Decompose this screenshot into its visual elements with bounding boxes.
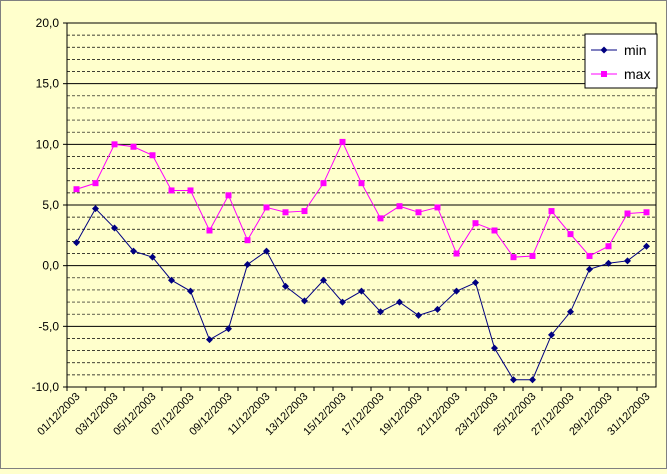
data-point bbox=[282, 209, 289, 216]
data-point bbox=[244, 237, 251, 244]
data-point bbox=[529, 252, 536, 259]
plot-border bbox=[66, 22, 657, 388]
data-point bbox=[377, 308, 384, 316]
data-point bbox=[434, 305, 441, 313]
y-tick-label: 20,0 bbox=[36, 16, 60, 30]
data-point bbox=[396, 298, 403, 306]
data-point bbox=[225, 192, 232, 199]
data-point bbox=[339, 138, 346, 145]
data-point bbox=[548, 208, 555, 215]
data-point bbox=[605, 259, 612, 267]
data-point bbox=[358, 287, 365, 295]
data-point bbox=[491, 344, 498, 352]
data-point bbox=[187, 187, 194, 194]
data-point bbox=[130, 247, 137, 255]
data-point bbox=[92, 205, 99, 213]
data-point bbox=[339, 298, 346, 306]
data-point bbox=[130, 143, 137, 150]
data-point bbox=[415, 209, 422, 216]
data-point bbox=[320, 180, 327, 187]
data-point bbox=[111, 224, 118, 232]
data-point bbox=[206, 336, 213, 344]
data-point bbox=[358, 180, 365, 187]
data-point bbox=[491, 227, 498, 234]
data-point bbox=[301, 297, 308, 305]
data-point bbox=[567, 308, 574, 316]
data-point bbox=[263, 247, 270, 255]
data-point bbox=[472, 279, 479, 287]
data-point bbox=[643, 209, 650, 216]
data-point bbox=[149, 253, 156, 261]
y-tick-label: 5,0 bbox=[42, 198, 59, 212]
y-tick-label: -10,0 bbox=[32, 380, 60, 394]
y-tick-label: -5,0 bbox=[38, 319, 59, 333]
data-point bbox=[149, 152, 156, 159]
data-point bbox=[187, 287, 194, 295]
data-point bbox=[548, 331, 555, 339]
data-point bbox=[586, 252, 593, 259]
legend-label: min bbox=[624, 42, 647, 58]
data-point bbox=[244, 260, 251, 268]
data-point bbox=[605, 243, 612, 250]
data-point bbox=[472, 220, 479, 227]
data-point bbox=[453, 287, 460, 295]
legend: min max bbox=[584, 33, 658, 89]
data-point bbox=[111, 141, 118, 148]
data-point bbox=[225, 325, 232, 333]
data-point bbox=[282, 282, 289, 290]
data-point bbox=[263, 204, 270, 211]
legend-label: max bbox=[624, 66, 650, 82]
data-point bbox=[377, 215, 384, 222]
data-point bbox=[301, 208, 308, 215]
y-tick-label: 0,0 bbox=[42, 259, 59, 273]
legend-box bbox=[584, 33, 658, 89]
data-point bbox=[586, 265, 593, 273]
legend-marker bbox=[601, 71, 607, 77]
data-point bbox=[168, 276, 175, 284]
data-point bbox=[624, 210, 631, 217]
data-point bbox=[206, 227, 213, 234]
data-point bbox=[453, 250, 460, 257]
data-point bbox=[415, 311, 422, 319]
data-point bbox=[73, 239, 80, 247]
data-point bbox=[434, 204, 441, 211]
data-point bbox=[567, 231, 574, 238]
data-point bbox=[73, 186, 80, 193]
legend-marker bbox=[600, 46, 608, 54]
data-point bbox=[624, 257, 631, 265]
data-point bbox=[510, 254, 517, 261]
data-point bbox=[168, 187, 175, 194]
data-point bbox=[510, 376, 517, 384]
data-point bbox=[529, 376, 536, 384]
y-tick-label: 10,0 bbox=[36, 137, 60, 151]
data-point bbox=[92, 180, 99, 187]
data-point bbox=[320, 276, 327, 284]
data-point bbox=[396, 203, 403, 210]
y-tick-label: 15,0 bbox=[36, 77, 60, 91]
data-point bbox=[643, 242, 650, 250]
